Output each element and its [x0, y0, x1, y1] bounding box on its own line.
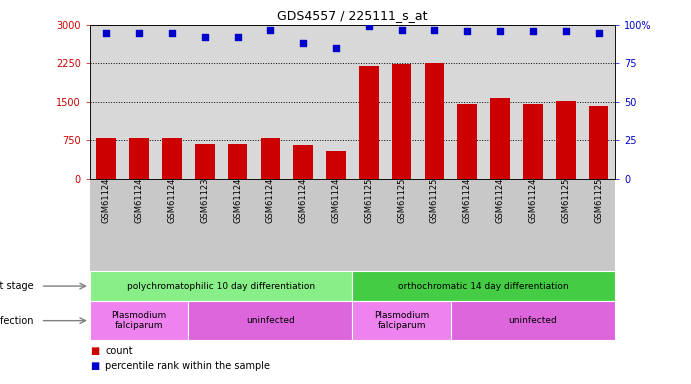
Point — [396, 26, 407, 33]
Text: percentile rank within the sample: percentile rank within the sample — [105, 361, 270, 371]
Text: polychromatophilic 10 day differentiation: polychromatophilic 10 day differentiatio… — [127, 281, 315, 291]
Bar — [424, 63, 444, 179]
Point — [527, 28, 538, 34]
Point — [363, 23, 375, 30]
Bar — [129, 138, 149, 179]
Bar — [195, 144, 214, 179]
Bar — [523, 104, 542, 179]
Bar — [352, 271, 615, 301]
Point — [593, 30, 604, 36]
Point — [462, 28, 473, 34]
Point — [298, 40, 309, 46]
Bar — [359, 66, 379, 179]
Text: count: count — [105, 346, 133, 356]
Bar — [326, 151, 346, 179]
Point — [265, 26, 276, 33]
Bar — [188, 301, 352, 340]
Bar — [392, 65, 411, 179]
Bar — [162, 137, 182, 179]
Bar — [556, 101, 576, 179]
Text: development stage: development stage — [0, 281, 34, 291]
Point — [429, 26, 440, 33]
Point — [560, 28, 571, 34]
Point — [232, 34, 243, 40]
Text: orthochromatic 14 day differentiation: orthochromatic 14 day differentiation — [399, 281, 569, 291]
Point — [330, 45, 341, 51]
Text: Plasmodium
falciparum: Plasmodium falciparum — [374, 311, 429, 330]
Text: infection: infection — [0, 316, 34, 326]
Text: ■: ■ — [90, 346, 99, 356]
Bar — [227, 144, 247, 179]
Bar — [261, 137, 280, 179]
Bar — [293, 145, 313, 179]
Point — [101, 30, 112, 36]
Bar — [451, 301, 615, 340]
Text: Plasmodium
falciparum: Plasmodium falciparum — [111, 311, 167, 330]
Bar — [90, 301, 188, 340]
Bar — [96, 137, 116, 179]
Bar — [457, 104, 477, 179]
Text: uninfected: uninfected — [246, 316, 295, 325]
Title: GDS4557 / 225111_s_at: GDS4557 / 225111_s_at — [277, 9, 428, 22]
Bar — [490, 98, 510, 179]
Point — [133, 30, 144, 36]
Bar — [352, 301, 451, 340]
Point — [495, 28, 506, 34]
Text: uninfected: uninfected — [509, 316, 558, 325]
Bar — [589, 106, 608, 179]
Point — [199, 34, 210, 40]
Bar — [90, 271, 352, 301]
Point — [167, 30, 178, 36]
Text: ■: ■ — [90, 361, 99, 371]
